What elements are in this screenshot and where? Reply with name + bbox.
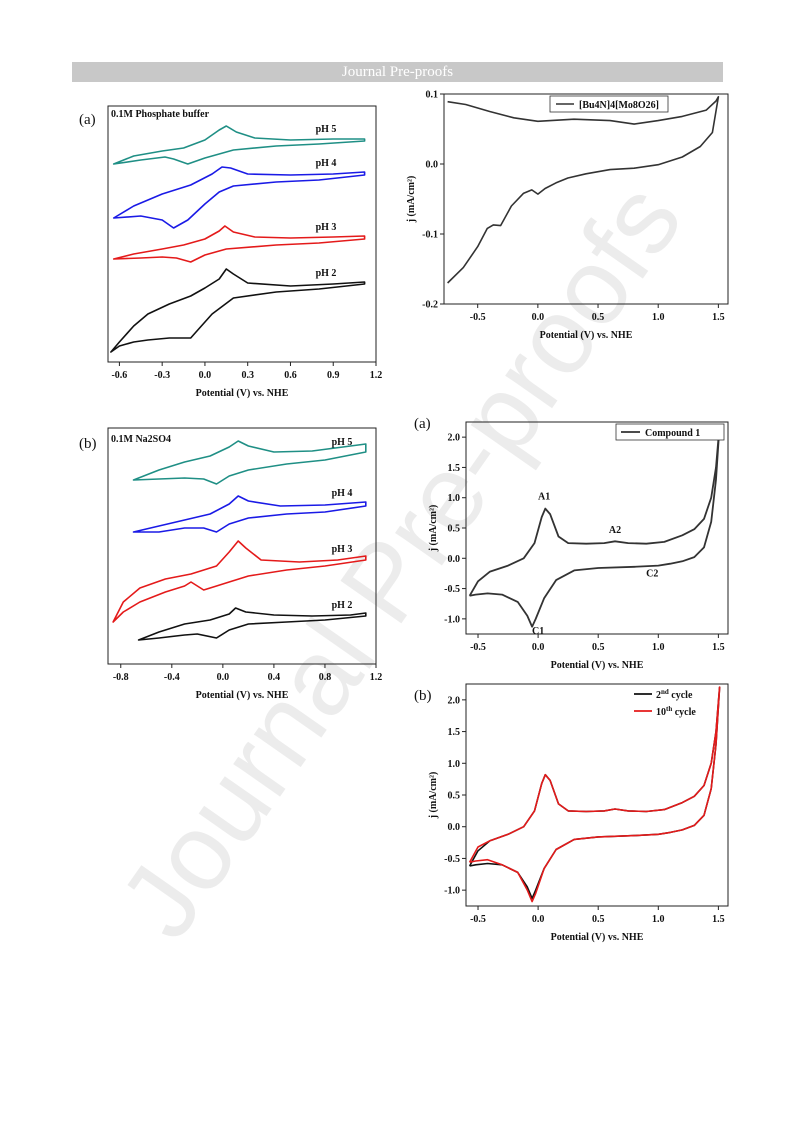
y-tick-label: 0.0 bbox=[448, 822, 461, 833]
x-tick-label: -0.3 bbox=[154, 370, 170, 381]
x-tick-label: 1.0 bbox=[652, 914, 665, 925]
x-tick-label: 0.5 bbox=[592, 642, 605, 653]
y-tick-label: -0.5 bbox=[444, 584, 460, 595]
x-tick-label: 0.5 bbox=[592, 914, 605, 925]
x-tick-label: 0.8 bbox=[319, 672, 332, 683]
cv-trace-ph-2 bbox=[110, 268, 366, 353]
y-axis-label: j (mA/cm²) bbox=[428, 505, 439, 553]
x-axis-label: Potential (V) vs. NHE bbox=[540, 330, 633, 341]
peak-label: A1 bbox=[538, 492, 550, 503]
y-tick-label: 0.5 bbox=[448, 524, 461, 535]
x-tick-label: 1.2 bbox=[370, 370, 383, 381]
series-label: pH 5 bbox=[316, 124, 337, 135]
y-tick-label: -1.0 bbox=[444, 886, 460, 897]
series-label: pH 3 bbox=[316, 222, 337, 233]
series-label: pH 4 bbox=[332, 488, 353, 499]
peak-label: C2 bbox=[646, 568, 658, 579]
cv-trace-10th-cycle bbox=[468, 686, 721, 903]
y-tick-label: -0.2 bbox=[422, 300, 438, 311]
legend-label-2: 10th cycle bbox=[656, 705, 696, 718]
panel-label-b-right: (b) bbox=[414, 688, 432, 704]
panel-label-b-left: (b) bbox=[79, 436, 97, 452]
cv-trace-ph-4 bbox=[112, 166, 366, 229]
legend-label: Compound 1 bbox=[645, 428, 700, 439]
series-label: pH 2 bbox=[316, 268, 337, 279]
y-tick-label: 1.5 bbox=[448, 463, 461, 474]
cv-trace-ph-2 bbox=[137, 607, 367, 641]
y-axis-label: j (mA/cm²) bbox=[406, 176, 417, 224]
x-tick-label: 1.0 bbox=[652, 312, 665, 323]
x-tick-label: -0.5 bbox=[470, 642, 486, 653]
x-axis-label: Potential (V) vs. NHE bbox=[551, 932, 644, 943]
sodium-sulfate-cv-chart: -0.8 -0.4 0.0 0.4 0.8 1.2 Potential (V) vs. NH… bbox=[107, 427, 383, 701]
y-tick-label: 2.0 bbox=[448, 433, 461, 444]
cycle-comparison-cv-chart: -0.5 0.0 0.5 1.0 1.5 Potential (V) vs. NHE -1.… bbox=[428, 683, 729, 943]
y-axis-label: j (mA/cm²) bbox=[428, 772, 439, 820]
x-tick-label: -0.5 bbox=[470, 914, 486, 925]
x-tick-label: 1.5 bbox=[712, 914, 725, 925]
x-tick-label: 0.4 bbox=[268, 672, 281, 683]
y-tick-label: -0.1 bbox=[422, 230, 438, 241]
y-tick-label: 0.0 bbox=[426, 160, 439, 171]
legend-label-1: 2nd cycle bbox=[656, 688, 693, 701]
y-tick-label: 0.1 bbox=[426, 90, 439, 101]
chart-title: 0.1M Phosphate buffer bbox=[111, 109, 210, 120]
plot-frame bbox=[107, 105, 377, 363]
x-tick-label: 0.6 bbox=[284, 370, 297, 381]
panel-label-a-right: (a) bbox=[414, 416, 431, 432]
x-tick-label: 0.9 bbox=[327, 370, 340, 381]
x-tick-label: 0.0 bbox=[532, 914, 545, 925]
legend-box bbox=[549, 95, 669, 113]
compound-1-cv-chart: -0.5 0.0 0.5 1.0 1.5 Potential (V) vs. NHE -1.… bbox=[428, 421, 729, 671]
x-axis-label: Potential (V) vs. NHE bbox=[196, 690, 289, 701]
x-tick-label: -0.6 bbox=[111, 370, 127, 381]
chart-title: 0.1M Na2SO4 bbox=[111, 434, 171, 445]
plot-frame bbox=[465, 421, 729, 635]
journal-banner: Journal Pre-proofs bbox=[72, 62, 723, 82]
cv-trace-ph-5 bbox=[112, 125, 366, 165]
x-tick-label: 0.0 bbox=[217, 672, 230, 683]
x-tick-label: 0.0 bbox=[199, 370, 212, 381]
x-tick-label: 0.5 bbox=[592, 312, 605, 323]
y-tick-label: 1.5 bbox=[448, 727, 461, 738]
plot-frame bbox=[107, 427, 377, 665]
x-tick-label: 0.3 bbox=[241, 370, 254, 381]
phosphate-buffer-cv-chart: -0.6 -0.3 0.0 0.3 0.6 0.9 1.2 Potential (V) vs.… bbox=[107, 105, 383, 399]
polyoxometalate-cv-chart: -0.5 0.0 0.5 1.0 1.5 Potential (V) vs. NHE -0.… bbox=[406, 90, 729, 341]
x-axis-label: Potential (V) vs. NHE bbox=[196, 388, 289, 399]
x-tick-label: 1.0 bbox=[652, 642, 665, 653]
plot-frame bbox=[443, 93, 729, 305]
x-tick-label: 1.2 bbox=[370, 672, 383, 683]
cv-trace-compound-1 bbox=[468, 424, 721, 628]
cv-trace-ph-3 bbox=[112, 225, 366, 263]
cv-trace-ph-3 bbox=[112, 540, 367, 623]
series-label: pH 2 bbox=[332, 600, 353, 611]
cv-trace-ph-5 bbox=[132, 440, 367, 485]
peak-label: A2 bbox=[609, 525, 621, 536]
y-tick-label: 1.0 bbox=[448, 759, 461, 770]
panel-label-a-left: (a) bbox=[79, 112, 96, 128]
x-tick-label: 1.5 bbox=[712, 642, 725, 653]
y-tick-label: 2.0 bbox=[448, 695, 461, 706]
x-tick-label: 0.0 bbox=[532, 312, 545, 323]
x-tick-label: -0.8 bbox=[113, 672, 129, 683]
x-tick-label: -0.4 bbox=[164, 672, 180, 683]
x-axis-label: Potential (V) vs. NHE bbox=[551, 660, 644, 671]
series-label: pH 3 bbox=[332, 544, 353, 555]
x-tick-label: -0.5 bbox=[470, 312, 486, 323]
y-tick-label: -1.0 bbox=[444, 614, 460, 625]
peak-label: C1 bbox=[532, 626, 544, 637]
cv-trace-ph-4 bbox=[132, 495, 367, 533]
cv-trace-polyoxometalate bbox=[447, 96, 720, 284]
y-tick-label: 0.5 bbox=[448, 791, 461, 802]
x-tick-label: 1.5 bbox=[712, 312, 725, 323]
series-label: pH 4 bbox=[316, 158, 337, 169]
x-tick-label: 0.0 bbox=[532, 642, 545, 653]
y-tick-label: 1.0 bbox=[448, 493, 461, 504]
legend-label: [Bu4N]4[Mo8O26] bbox=[579, 100, 659, 111]
series-label: pH 5 bbox=[332, 437, 353, 448]
y-tick-label: 0.0 bbox=[448, 554, 461, 565]
y-tick-label: -0.5 bbox=[444, 854, 460, 865]
legend-box bbox=[615, 423, 725, 441]
